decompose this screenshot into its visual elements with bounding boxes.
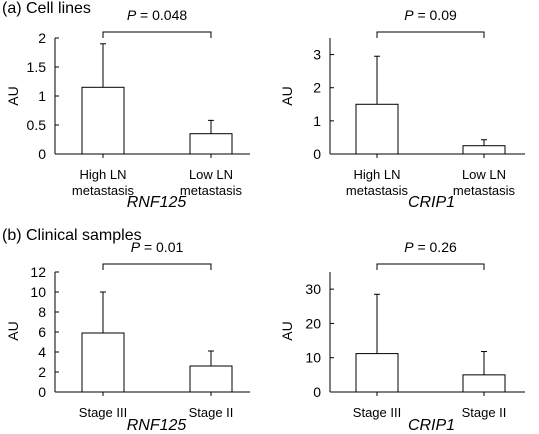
p-value-label: P = 0.09 <box>404 7 457 23</box>
y-tick-label: 0 <box>313 146 321 162</box>
p-value-text: = 0.048 <box>136 7 187 23</box>
bar <box>189 365 233 393</box>
p-value-label: P = 0.01 <box>131 239 184 255</box>
bar <box>355 353 399 393</box>
x-tick-label: Low LN <box>189 167 233 182</box>
x-tick-label: metastasis <box>453 183 516 198</box>
x-tick-label: Low LN <box>462 167 506 182</box>
bar <box>462 145 506 155</box>
x-tick-label: High LN <box>354 167 401 182</box>
x-tick-label: Stage III <box>79 405 127 420</box>
y-tick-label: 12 <box>30 264 46 280</box>
bar <box>462 374 506 393</box>
y-tick-label: 0 <box>38 146 46 162</box>
p-symbol: P <box>131 239 141 255</box>
y-tick-label: 1 <box>38 88 46 104</box>
x-tick-label: metastasis <box>72 183 135 198</box>
y-tick-label: 0.5 <box>27 117 47 133</box>
y-tick-label: 2 <box>38 364 46 380</box>
y-tick-label: 10 <box>30 284 46 300</box>
y-axis-label: AU <box>5 86 21 105</box>
p-symbol: P <box>404 7 414 23</box>
x-axis-label: RNF125 <box>127 194 187 211</box>
y-tick-label: 1 <box>313 113 321 129</box>
bar <box>355 103 399 155</box>
x-axis-label: CRIP1 <box>408 194 455 211</box>
x-tick-label: Stage II <box>189 405 234 420</box>
y-tick-label: 8 <box>38 304 46 320</box>
p-value-label: P = 0.26 <box>404 239 457 255</box>
x-tick-label: High LN <box>80 167 127 182</box>
bar <box>189 133 233 155</box>
bar <box>81 86 125 155</box>
y-axis-label: AU <box>5 321 21 340</box>
x-axis-label: RNF125 <box>127 417 187 434</box>
y-tick-label: 2 <box>38 30 46 46</box>
x-tick-label: metastasis <box>180 183 243 198</box>
p-value-label: P = 0.048 <box>127 7 188 23</box>
y-tick-label: 4 <box>38 344 46 360</box>
y-tick-label: 1.5 <box>27 59 47 75</box>
chart-panel-b-right: 0 10 20 30 AU Stage III Stage II CRIP1 P = 0.26 <box>279 239 525 434</box>
y-tick-label: 3 <box>313 47 321 63</box>
y-tick-label: 20 <box>305 315 321 331</box>
bar <box>81 332 125 393</box>
y-tick-label: 0 <box>313 384 321 400</box>
y-tick-label: 6 <box>38 324 46 340</box>
p-value-text: = 0.09 <box>414 7 457 23</box>
x-axis-label: CRIP1 <box>408 417 455 434</box>
y-tick-label: 10 <box>305 350 321 366</box>
significance-bracket <box>102 263 212 270</box>
section-title-clinical-samples: (b) Clinical samples <box>2 227 142 244</box>
significance-bracket <box>102 31 212 38</box>
significance-bracket <box>376 31 485 38</box>
p-symbol: P <box>404 239 414 255</box>
p-value-text: = 0.26 <box>414 239 457 255</box>
p-symbol: P <box>127 7 137 23</box>
x-tick-label: Stage II <box>462 405 507 420</box>
y-tick-label: 0 <box>38 384 46 400</box>
significance-bracket <box>376 263 485 270</box>
y-tick-label: 2 <box>313 80 321 96</box>
y-axis-label: AU <box>279 321 295 340</box>
p-value-text: = 0.01 <box>140 239 183 255</box>
x-tick-label: metastasis <box>346 183 409 198</box>
x-tick-label: Stage III <box>353 405 401 420</box>
y-axis-label: AU <box>279 86 295 105</box>
y-tick-label: 30 <box>305 281 321 297</box>
section-title-cell-lines: (a) Cell lines <box>2 0 91 17</box>
